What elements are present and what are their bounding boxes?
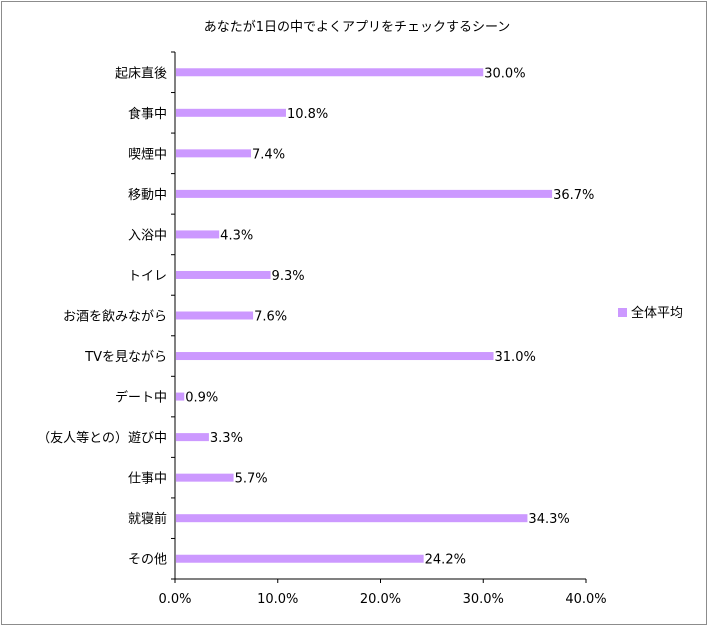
category-label: その他 <box>128 553 167 568</box>
category-label: 喫煙中 <box>128 147 167 162</box>
bar <box>176 554 424 563</box>
bar <box>176 108 286 117</box>
bar <box>176 270 271 279</box>
data-label: 31.0% <box>495 350 536 365</box>
bar <box>176 352 494 361</box>
data-label: 5.7% <box>235 472 268 487</box>
legend: 全体平均 <box>618 305 683 321</box>
data-label: 34.3% <box>528 512 569 527</box>
legend-swatch <box>618 308 627 317</box>
x-tick-label: 30.0% <box>463 592 504 607</box>
category-label: TVを見ながら <box>84 350 167 365</box>
data-label: 7.6% <box>254 310 287 325</box>
bar <box>176 68 484 77</box>
data-label: 3.3% <box>210 431 243 446</box>
data-label: 30.0% <box>484 66 525 81</box>
category-label: 仕事中 <box>128 472 167 487</box>
x-tick-label: 10.0% <box>257 592 298 607</box>
data-label: 24.2% <box>425 553 466 568</box>
bar <box>176 149 252 158</box>
bar <box>176 433 209 442</box>
axis-layer: 0.0% 10.0% 20.0% 30.0% 40.0% 起床直後食事中喫煙中移動中入浴中… <box>37 51 607 607</box>
category-label: デート中 <box>115 390 167 406</box>
bar <box>176 189 553 198</box>
category-label: トイレ <box>128 269 167 284</box>
x-tick-label: 20.0% <box>360 592 401 607</box>
bars-layer: 30.0% 10.8% 7.4% 36.7% 4.3% 9.3% 7.6% 31.0% 0.9%… <box>176 66 594 568</box>
category-label: 就寝前 <box>128 511 167 527</box>
bar <box>176 311 254 320</box>
x-tick-label: 0.0% <box>158 592 191 607</box>
bar <box>176 230 220 239</box>
x-tick-label: 40.0% <box>565 592 606 607</box>
category-label: 入浴中 <box>128 228 167 243</box>
data-label: 9.3% <box>272 269 305 284</box>
category-label: 移動中 <box>128 188 167 203</box>
data-label: 0.9% <box>185 391 218 406</box>
bar <box>176 514 528 523</box>
bar <box>176 473 234 482</box>
category-label: 食事中 <box>128 106 167 122</box>
data-label: 4.3% <box>220 228 253 243</box>
chart-title: あなたが1日の中でよくアプリをチェックするシーン <box>204 20 511 35</box>
bar <box>176 392 185 401</box>
legend-label: 全体平均 <box>631 305 683 321</box>
data-label: 7.4% <box>252 147 285 162</box>
data-label: 36.7% <box>553 188 594 203</box>
data-label: 10.8% <box>287 107 328 122</box>
category-label: （友人等との）遊び中 <box>37 430 167 446</box>
category-label: 起床直後 <box>115 66 167 81</box>
category-label: お酒を飲みながら <box>63 309 167 325</box>
